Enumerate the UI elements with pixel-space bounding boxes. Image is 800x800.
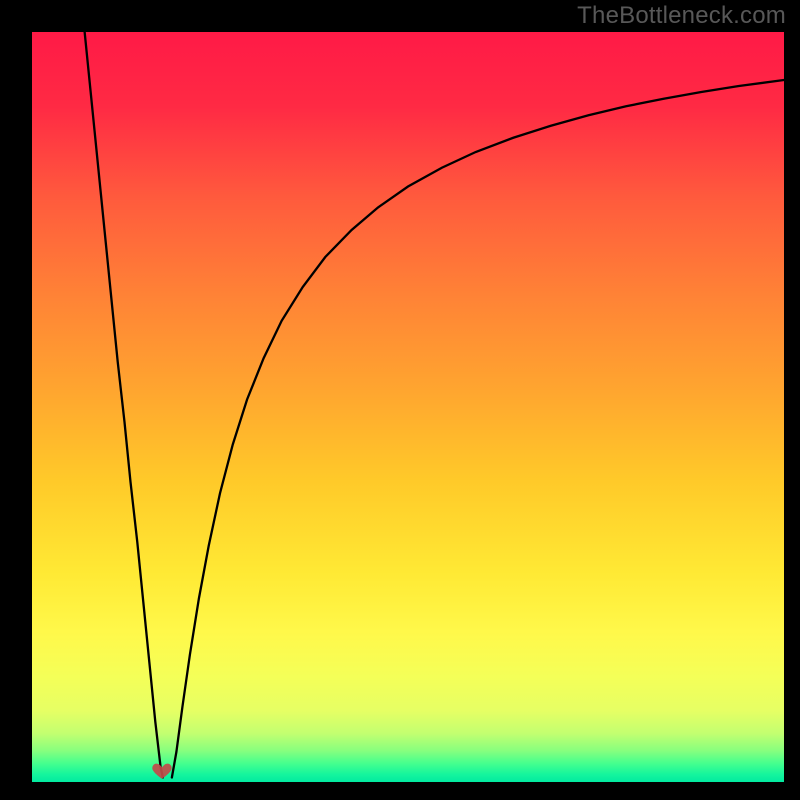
plot-area bbox=[32, 32, 784, 782]
heart-path bbox=[152, 764, 171, 779]
curve-left-branch bbox=[85, 32, 163, 778]
curve-layer bbox=[32, 32, 784, 782]
chart-container: { "meta": { "watermark": "TheBottleneck.… bbox=[0, 0, 800, 800]
watermark-text: TheBottleneck.com bbox=[577, 2, 786, 30]
curve-right-branch bbox=[172, 80, 784, 778]
heart-icon bbox=[151, 760, 173, 782]
minimum-marker-heart bbox=[151, 760, 173, 787]
